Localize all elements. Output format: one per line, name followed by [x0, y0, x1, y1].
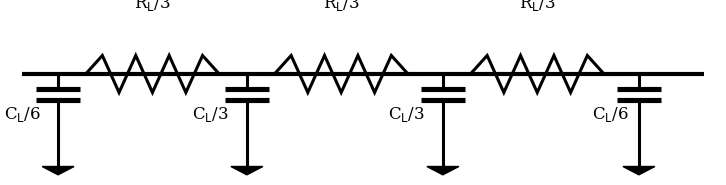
Text: C$_{\mathrm{L}}$/3: C$_{\mathrm{L}}$/3 [192, 105, 229, 124]
Polygon shape [42, 166, 74, 175]
Text: C$_{\mathrm{L}}$/6: C$_{\mathrm{L}}$/6 [592, 105, 629, 124]
Polygon shape [231, 166, 263, 175]
Text: R$_{\mathrm{L}}$/3: R$_{\mathrm{L}}$/3 [519, 0, 555, 13]
Text: R$_{\mathrm{L}}$/3: R$_{\mathrm{L}}$/3 [134, 0, 171, 13]
Polygon shape [427, 166, 459, 175]
Text: C$_{\mathrm{L}}$/3: C$_{\mathrm{L}}$/3 [388, 105, 425, 124]
Text: R$_{\mathrm{L}}$/3: R$_{\mathrm{L}}$/3 [323, 0, 359, 13]
Polygon shape [623, 166, 655, 175]
Text: C$_{\mathrm{L}}$/6: C$_{\mathrm{L}}$/6 [4, 105, 41, 124]
